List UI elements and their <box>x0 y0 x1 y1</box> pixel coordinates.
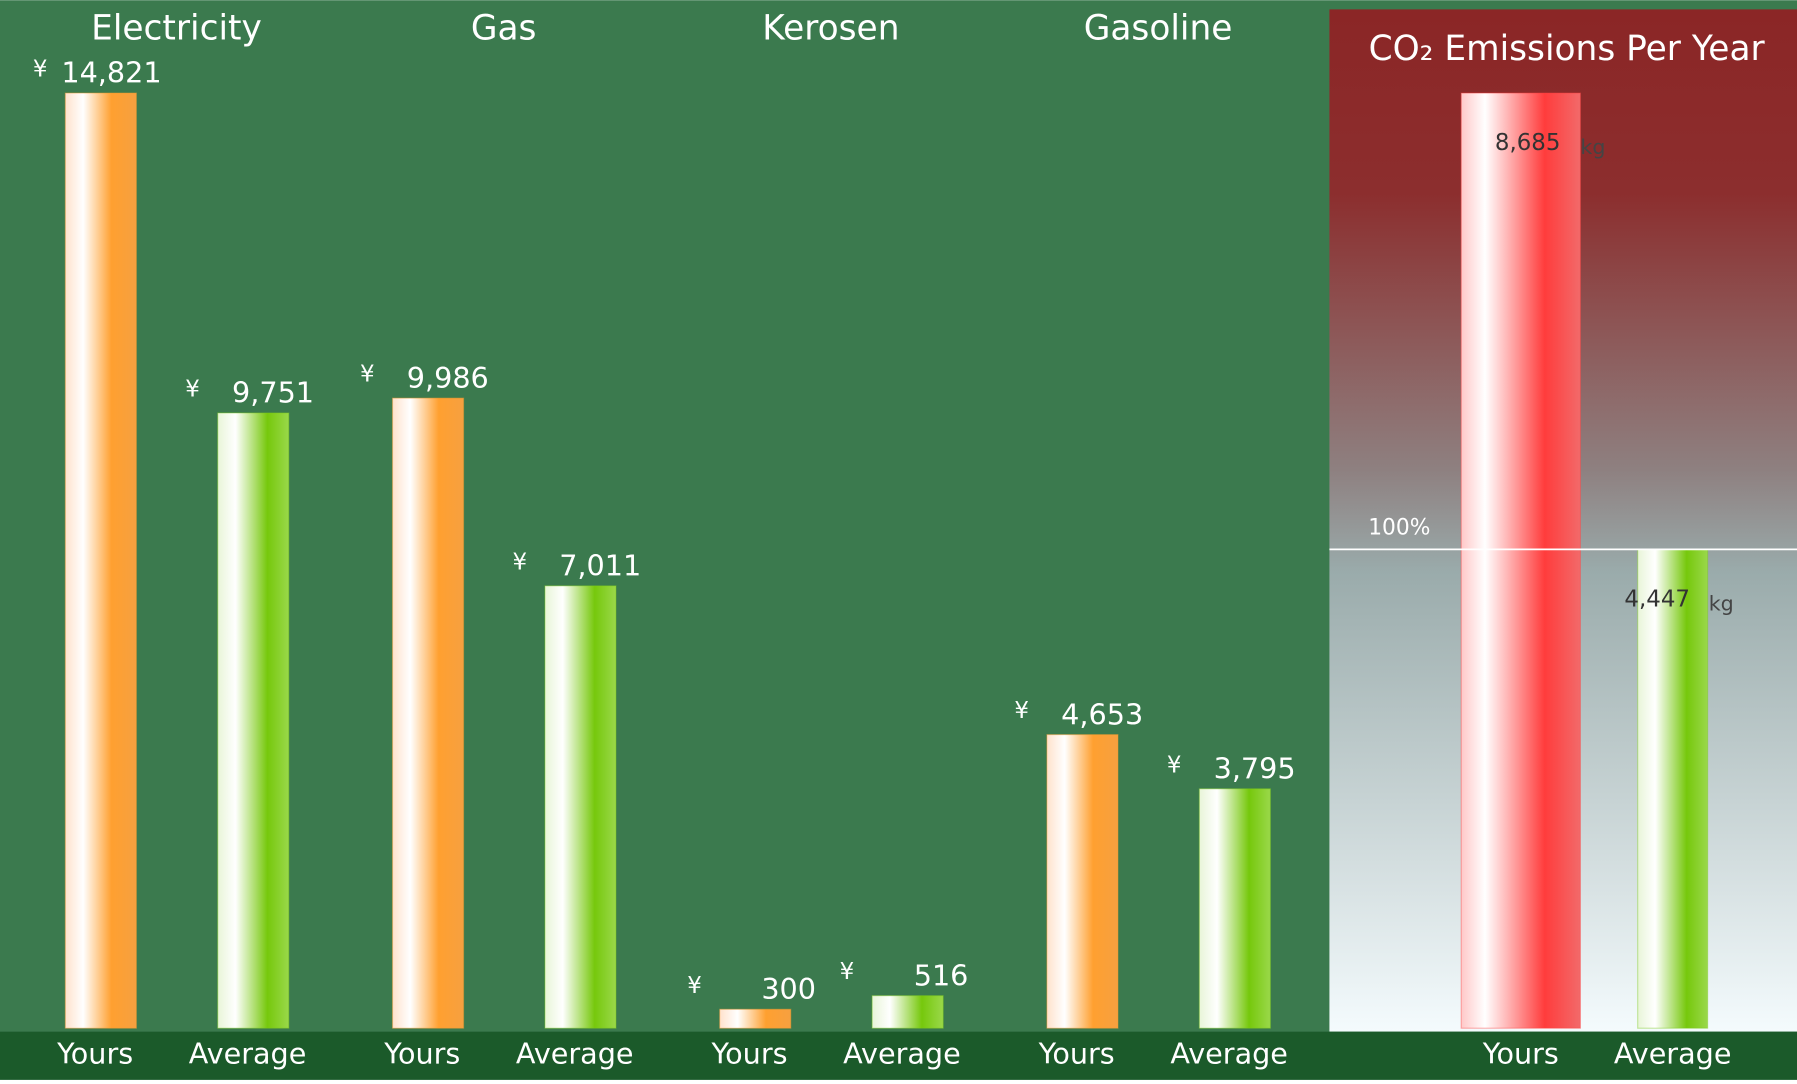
category-title: Kerosen <box>762 9 899 49</box>
currency-symbol: ¥ <box>687 973 702 999</box>
bar <box>391 397 465 1029</box>
value-label: 9,986 <box>407 361 489 395</box>
x-label: Average <box>1170 1037 1288 1071</box>
value-label: 7,011 <box>559 548 641 582</box>
currency-symbol: ¥ <box>185 377 200 403</box>
reference-label: 100% <box>1368 516 1430 541</box>
currency-symbol: ¥ <box>33 57 48 83</box>
bar <box>1460 92 1581 1029</box>
currency-symbol: ¥ <box>512 549 527 575</box>
bar <box>64 92 137 1029</box>
x-label: Average <box>1614 1037 1732 1071</box>
value-label: 3,795 <box>1214 751 1296 785</box>
currency-symbol: ¥ <box>360 362 375 388</box>
bar <box>544 585 617 1029</box>
value-label: 8,685 <box>1495 130 1561 156</box>
currency-symbol: ¥ <box>840 959 855 985</box>
unit-label: kg <box>1709 591 1734 615</box>
value-label: 14,821 <box>61 56 161 90</box>
currency-symbol: ¥ <box>1167 752 1182 778</box>
unit-label: kg <box>1580 135 1605 159</box>
x-label: Average <box>516 1037 634 1071</box>
bar <box>217 412 290 1029</box>
currency-symbol: ¥ <box>1014 698 1029 724</box>
value-label: 4,447 <box>1624 586 1690 612</box>
bar <box>1637 548 1709 1029</box>
category-title: Gasoline <box>1084 9 1233 49</box>
value-label: 4,653 <box>1061 697 1143 731</box>
value-label: 300 <box>761 972 816 1006</box>
bar <box>1046 734 1119 1029</box>
x-label: Yours <box>56 1037 133 1071</box>
label-strip <box>0 1031 1797 1080</box>
value-label: 9,751 <box>232 376 314 410</box>
x-label: Average <box>189 1037 307 1071</box>
x-label: Average <box>843 1037 961 1071</box>
category-title: Gas <box>471 9 537 49</box>
value-label: 516 <box>914 958 969 992</box>
x-label: Yours <box>1038 1037 1115 1071</box>
x-label: Yours <box>1482 1037 1559 1071</box>
x-label: Yours <box>383 1037 460 1071</box>
bar <box>1198 788 1271 1029</box>
category-title: Electricity <box>91 9 262 49</box>
x-label: Yours <box>710 1037 787 1071</box>
chart-title: CO₂ Emissions Per Year <box>1369 29 1766 69</box>
bar <box>871 995 944 1029</box>
bar <box>719 1008 792 1029</box>
